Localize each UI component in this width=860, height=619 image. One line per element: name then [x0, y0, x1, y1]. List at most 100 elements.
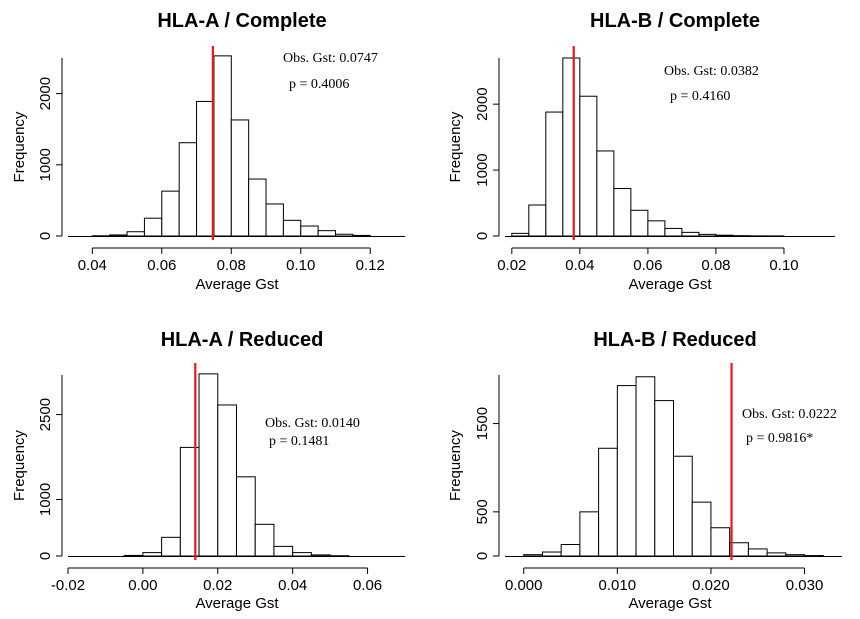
- histogram-bar: [541, 551, 562, 557]
- y-tick-label: 1000: [37, 148, 54, 181]
- y-tick-label: 2500: [37, 398, 54, 431]
- histogram-bar: [335, 233, 354, 237]
- histogram-bar: [217, 404, 237, 557]
- y-axis-label: Frequency: [11, 430, 28, 501]
- y-tick-label: 2000: [474, 87, 491, 120]
- histogram-bar: [579, 95, 598, 237]
- x-tick-label: 0.02: [203, 577, 232, 594]
- x-axis-label: Average Gst: [628, 276, 712, 293]
- y-tick-label: 0: [37, 232, 54, 240]
- chart-title: HLA-A / Complete: [157, 10, 326, 32]
- histogram-bar: [352, 234, 371, 237]
- x-tick-label: 0.08: [701, 257, 730, 274]
- chart-title: HLA-A / Reduced: [161, 329, 324, 351]
- histogram-bar: [198, 373, 219, 557]
- observed-gst-annotation: Obs. Gst: 0.0140: [265, 416, 360, 431]
- histogram-bar: [523, 554, 543, 557]
- histogram-bar: [664, 227, 683, 237]
- histogram-bar: [317, 230, 337, 237]
- histogram-panel-4: HLA-B / Reduced 0.000 0.010 0.020 0.030 0 500 1…: [447, 329, 842, 612]
- histogram-bar: [300, 225, 319, 237]
- histogram-panel-1: HLA-A / Complete 0.04 0.06 0.08 0.10 0.12 0 100…: [11, 10, 405, 293]
- histogram-bar: [635, 376, 656, 557]
- x-tick-label: 0.04: [78, 257, 107, 274]
- y-tick-label: 0: [37, 552, 54, 560]
- p-value-annotation: p = 0.9816*: [746, 431, 813, 446]
- histogram-bar: [528, 204, 547, 237]
- y-tick-label: 0: [474, 552, 491, 560]
- histogram-bar: [213, 55, 232, 237]
- histogram-bar: [698, 233, 717, 237]
- histogram-bar: [715, 234, 734, 237]
- histogram-bar: [673, 455, 693, 557]
- histogram-bar: [511, 232, 530, 237]
- histogram-bar: [562, 57, 581, 237]
- histogram-bar: [265, 203, 284, 237]
- y-tick-label: 500: [474, 499, 491, 524]
- histogram-bar: [142, 552, 163, 557]
- x-tick-label: 0.02: [497, 257, 526, 274]
- y-tick-label: 2000: [37, 77, 54, 110]
- histogram-bar: [681, 231, 700, 237]
- x-tick-label: 0.04: [278, 577, 307, 594]
- y-tick-label: 1500: [474, 407, 491, 440]
- histogram-bar: [161, 190, 180, 237]
- x-tick-label: -0.02: [51, 577, 85, 594]
- histogram-bar: [109, 234, 128, 237]
- x-tick-label: 0.10: [286, 257, 315, 274]
- x-tick-label: 0.12: [356, 257, 385, 274]
- y-axis-label: Frequency: [447, 430, 464, 501]
- histogram-bar: [196, 100, 215, 237]
- histogram-bar: [123, 554, 144, 557]
- x-axis-label: Average Gst: [195, 276, 279, 293]
- histogram-bar: [292, 552, 312, 557]
- histogram-panel-3: HLA-A / Reduced -0.02 0.00 0.02 0.04 0.06 0 100…: [11, 329, 405, 612]
- histogram-bar: [579, 511, 600, 557]
- observed-gst-annotation: Obs. Gst: 0.0222: [742, 407, 837, 422]
- x-tick-label: 0.030: [786, 577, 824, 594]
- histogram-bar: [254, 523, 275, 557]
- histogram-bar: [630, 209, 649, 237]
- histogram-bar: [560, 544, 581, 557]
- histogram-bar: [143, 217, 163, 237]
- histogram-bar: [766, 552, 787, 557]
- histogram-bar: [710, 527, 731, 557]
- histogram-bar: [161, 536, 181, 557]
- histogram-bar: [230, 119, 250, 237]
- y-axis-label: Frequency: [11, 111, 28, 182]
- histogram-bar: [598, 447, 618, 557]
- y-tick-label: 0: [474, 232, 491, 240]
- histogram-bar: [616, 385, 637, 557]
- p-value-annotation: p = 0.4160: [670, 89, 730, 104]
- x-tick-label: 0.000: [505, 577, 543, 594]
- histogram-bar: [178, 142, 198, 237]
- x-tick-label: 0.04: [565, 257, 594, 274]
- chart-title: HLA-B / Complete: [590, 10, 760, 32]
- p-value-annotation: p = 0.1481: [269, 434, 329, 449]
- x-tick-label: 0.06: [633, 257, 662, 274]
- x-tick-label: 0.00: [128, 577, 157, 594]
- histogram-bar: [282, 219, 302, 237]
- x-axis-label: Average Gst: [628, 595, 712, 612]
- histogram-bar: [126, 231, 145, 237]
- x-tick-label: 0.010: [599, 577, 637, 594]
- y-tick-label: 1000: [474, 153, 491, 186]
- histogram-bar: [654, 400, 674, 557]
- histogram-bar: [596, 150, 615, 237]
- y-axis-label: Frequency: [447, 111, 464, 182]
- x-tick-label: 0.06: [147, 257, 176, 274]
- histogram-bar: [310, 554, 331, 557]
- x-tick-label: 0.06: [353, 577, 382, 594]
- histogram-bar: [236, 476, 256, 557]
- histogram-bar: [747, 548, 768, 557]
- histogram-panel-2: HLA-B / Complete 0.02 0.04 0.06 0.08 0.10 0 100…: [447, 10, 835, 293]
- observed-gst-annotation: Obs. Gst: 0.0747: [283, 51, 378, 66]
- histogram-bar: [613, 188, 632, 237]
- histogram-bar: [248, 178, 267, 237]
- p-value-annotation: p = 0.4006: [289, 77, 349, 92]
- x-axis-label: Average Gst: [195, 595, 279, 612]
- chart-title: HLA-B / Reduced: [593, 329, 756, 351]
- observed-gst-annotation: Obs. Gst: 0.0382: [664, 64, 759, 79]
- histogram-bar: [691, 501, 712, 557]
